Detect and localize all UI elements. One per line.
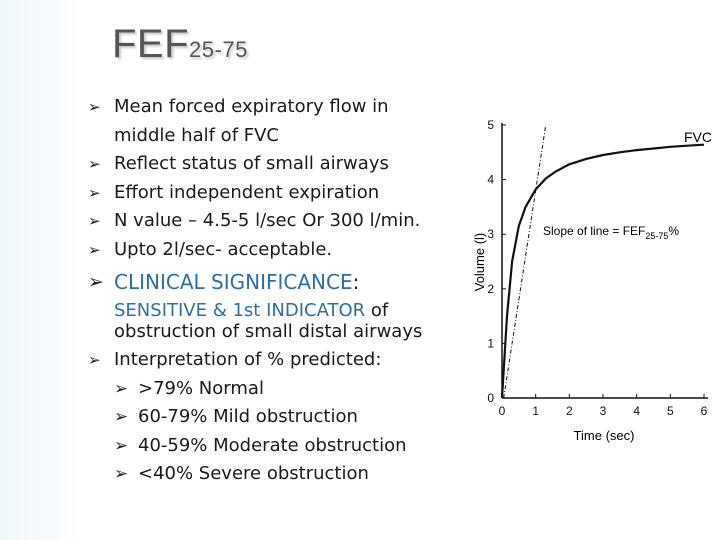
x-tick-label: 0 bbox=[499, 404, 506, 418]
bullet-list: ➢ Mean forced expiratory flow in middle … bbox=[88, 93, 458, 489]
interpretation-heading: ➢ Interpretation of % predicted: bbox=[88, 346, 458, 375]
arrow-bullet-icon: ➢ bbox=[88, 271, 104, 293]
y-tick-label: 4 bbox=[487, 173, 494, 187]
arrow-bullet-icon: ➢ bbox=[114, 464, 129, 484]
bullet-item: ➢ Mean forced expiratory flow in middle … bbox=[88, 93, 458, 150]
x-tick-label: 1 bbox=[532, 404, 539, 418]
clinical-significance-text: SENSITIVE & 1st INDICATOR of obstruction… bbox=[114, 300, 423, 342]
y-tick-label: 5 bbox=[487, 118, 494, 132]
interpretation-item: ➢ 40-59% Moderate obstruction bbox=[88, 432, 458, 461]
slide-title: FEF25-75 bbox=[112, 22, 248, 66]
arrow-bullet-icon: ➢ bbox=[88, 212, 101, 230]
interpretation-item: ➢ 60-79% Mild obstruction bbox=[88, 403, 458, 432]
x-tick-label: 2 bbox=[566, 404, 573, 418]
bullet-item: ➢ Upto 2l/sec- acceptable. bbox=[88, 236, 458, 265]
y-tick-label: 0 bbox=[487, 391, 494, 405]
x-tick-label: 3 bbox=[600, 404, 607, 418]
arrow-bullet-icon: ➢ bbox=[88, 155, 101, 173]
bullet-item: ➢ Reflect status of small airways bbox=[88, 150, 458, 179]
x-axis-ticks: 0 1 2 3 4 5 6 bbox=[499, 394, 708, 418]
title-subscript: 25-75 bbox=[189, 37, 248, 62]
arrow-bullet-icon: ➢ bbox=[88, 98, 101, 116]
arrow-bullet-icon: ➢ bbox=[88, 183, 101, 202]
y-tick-label: 1 bbox=[487, 336, 494, 350]
slope-annotation: Slope of line = FEF25-75% bbox=[543, 224, 679, 241]
arrow-bullet-icon: ➢ bbox=[114, 378, 129, 399]
y-tick-label: 2 bbox=[487, 282, 494, 296]
interpretation-item: ➢ >79% Normal bbox=[88, 375, 458, 404]
fvc-curve-label: FVC bbox=[684, 129, 712, 145]
spirometry-chart: 0 1 2 3 4 5 0 1 2 3 4 5 6 Volume (l) Time (sec) FVC… bbox=[472, 118, 712, 443]
x-tick-label: 6 bbox=[701, 404, 708, 418]
arrow-bullet-icon: ➢ bbox=[88, 351, 101, 369]
decorative-side-strip bbox=[0, 0, 80, 540]
x-tick-label: 4 bbox=[633, 404, 640, 418]
slope-line bbox=[503, 124, 547, 399]
x-axis-label: Time (sec) bbox=[574, 428, 635, 443]
y-tick-label: 3 bbox=[487, 227, 494, 241]
arrow-bullet-icon: ➢ bbox=[114, 435, 129, 456]
bullet-item: ➢ Effort independent expiration bbox=[88, 179, 458, 208]
chart-axes bbox=[501, 123, 708, 399]
arrow-bullet-icon: ➢ bbox=[88, 240, 101, 259]
clinical-significance-heading: ➢ CLINICAL SIGNIFICANCE: bbox=[88, 264, 458, 300]
fvc-curve bbox=[500, 143, 705, 399]
bullet-item: ➢ N value – 4.5-5 l/sec Or 300 l/min. bbox=[88, 207, 458, 236]
interpretation-item: ➢ <40% Severe obstruction bbox=[88, 460, 458, 489]
x-tick-label: 5 bbox=[667, 404, 674, 418]
arrow-bullet-icon: ➢ bbox=[114, 407, 129, 427]
y-axis-label: Volume (l) bbox=[472, 233, 487, 292]
